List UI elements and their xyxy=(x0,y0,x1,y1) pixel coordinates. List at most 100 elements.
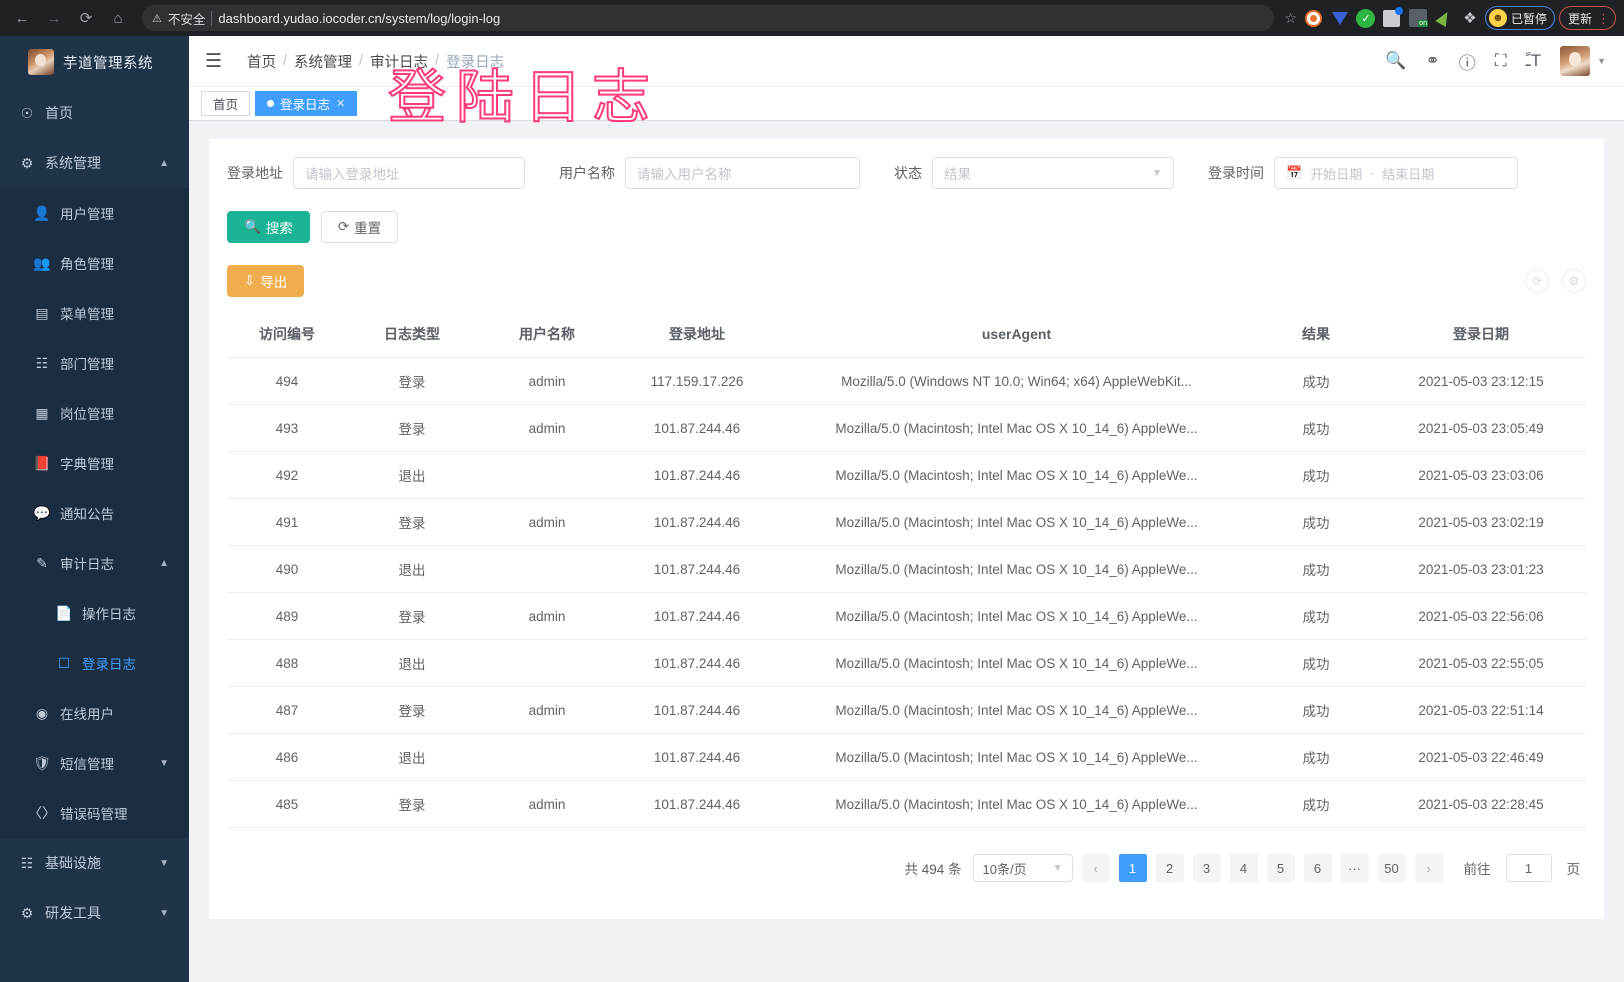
hamburger-icon[interactable]: ☰ xyxy=(205,50,223,72)
sidebar-item-dictionary[interactable]: 📕 字典管理 xyxy=(0,438,189,488)
reload-icon[interactable]: ⟳ xyxy=(79,10,93,27)
forward-arrow-icon[interactable]: → xyxy=(46,9,62,27)
sidebar-item-users[interactable]: 👤 用户管理 xyxy=(0,188,189,238)
sidebar-submenu-audit: 📄 操作日志 ☐ 登录日志 xyxy=(0,588,189,688)
column-header-id[interactable]: 访问编号 xyxy=(227,311,347,358)
search-icon: 🔍 xyxy=(244,219,261,234)
paused-status-chip[interactable]: ☻ 已暂停 xyxy=(1484,6,1555,30)
address-bar[interactable]: ⚠ 不安全 dashboard.yudao.iocoder.cn/system/… xyxy=(142,5,1275,31)
breadcrumb-item-system[interactable]: 系统管理 xyxy=(294,54,353,71)
cell-useragent: Mozilla/5.0 (Macintosh; Intel Mac OS X 1… xyxy=(777,639,1256,687)
next-page-button[interactable]: › xyxy=(1414,854,1443,882)
goto-page-input[interactable]: 1 xyxy=(1505,854,1552,882)
breadcrumb-item-home[interactable]: 首页 xyxy=(247,54,276,71)
login-address-input[interactable]: 请输入登录地址 xyxy=(293,157,525,189)
end-date-input[interactable]: 结束日期 xyxy=(1382,166,1435,182)
bookmark-star-icon[interactable]: ☆ xyxy=(1284,9,1297,26)
help-icon[interactable]: ⓘ xyxy=(1458,53,1476,73)
post-icon: ▦ xyxy=(35,404,49,421)
field-status: 状态 结果 ▼ xyxy=(894,157,1174,189)
username-input[interactable]: 请输入用户名称 xyxy=(625,157,860,189)
column-settings-icon[interactable]: ⚙ xyxy=(1562,269,1586,293)
sidebar-item-dev-tools[interactable]: ⚙ 研发工具 ▼ xyxy=(0,888,189,938)
sidebar-item-infrastructure[interactable]: ☷ 基础设施 ▼ xyxy=(0,838,189,888)
sidebar-item-sms[interactable]: 🛡 短信管理 ▼ xyxy=(0,738,189,788)
tab-login-log[interactable]: 登录日志 ✕ xyxy=(255,91,358,116)
sidebar-item-departments[interactable]: ☷ 部门管理 xyxy=(0,338,189,388)
cell-date: 2021-05-03 23:02:19 xyxy=(1376,498,1586,546)
page-button-5[interactable]: 5 xyxy=(1266,854,1295,882)
prev-page-button[interactable]: ‹ xyxy=(1081,854,1110,882)
sidebar-item-menus[interactable]: ▤ 菜单管理 xyxy=(0,288,189,338)
sidebar-item-system[interactable]: ⚙ 系统管理 ▲ xyxy=(0,138,189,188)
export-button[interactable]: ⇩ 导出 xyxy=(227,265,305,297)
search-icon[interactable]: 🔍 xyxy=(1385,51,1407,70)
table-row[interactable]: 488 退出 101.87.244.46 Mozilla/5.0 (Macint… xyxy=(227,639,1586,687)
sidebar-item-label: 审计日志 xyxy=(60,557,114,572)
sidebar-logo[interactable]: 芋道管理系统 xyxy=(0,36,189,88)
sidebar-item-login-log[interactable]: ☐ 登录日志 xyxy=(0,638,189,688)
extension-icon-4[interactable] xyxy=(1381,6,1404,29)
kebab-menu-icon[interactable]: ⋮ xyxy=(1597,10,1610,26)
page-button-6[interactable]: 6 xyxy=(1303,854,1332,882)
sidebar-item-audit-log[interactable]: ✎ 审计日志 ▲ xyxy=(0,538,189,588)
tab-home[interactable]: 首页 xyxy=(201,91,251,116)
extensions-puzzle-icon[interactable]: ❖ xyxy=(1463,10,1477,27)
sidebar-item-posts[interactable]: ▦ 岗位管理 xyxy=(0,388,189,438)
refresh-icon[interactable]: ⟳ xyxy=(1525,269,1549,293)
extension-icon-5[interactable] xyxy=(1407,7,1429,29)
login-time-daterange[interactable]: 📅 开始日期 - 结束日期 xyxy=(1274,157,1518,189)
page-size-select[interactable]: 10条/页 ▼ xyxy=(972,854,1073,882)
page-button-1[interactable]: 1 xyxy=(1118,854,1147,882)
table-row[interactable]: 489 登录 admin 101.87.244.46 Mozilla/5.0 (… xyxy=(227,592,1586,640)
extension-icon-6[interactable] xyxy=(1433,7,1455,29)
page-button-last[interactable]: 50 xyxy=(1377,854,1406,882)
back-arrow-icon[interactable]: ← xyxy=(14,9,30,27)
page-ellipsis[interactable]: ··· xyxy=(1340,854,1369,882)
table-row[interactable]: 493 登录 admin 101.87.244.46 Mozilla/5.0 (… xyxy=(227,404,1586,452)
table-row[interactable]: 491 登录 admin 101.87.244.46 Mozilla/5.0 (… xyxy=(227,498,1586,546)
search-button[interactable]: 🔍 搜索 xyxy=(227,211,310,243)
column-header-type[interactable]: 日志类型 xyxy=(347,311,477,358)
breadcrumb-item-audit[interactable]: 审计日志 xyxy=(370,54,429,71)
table-row[interactable]: 486 退出 101.87.244.46 Mozilla/5.0 (Macint… xyxy=(227,733,1586,781)
security-label: 不安全 xyxy=(167,12,206,27)
breadcrumb-separator: / xyxy=(283,53,288,69)
page-button-3[interactable]: 3 xyxy=(1192,854,1221,882)
column-header-useragent[interactable]: userAgent xyxy=(777,311,1256,358)
sidebar-item-notices[interactable]: 💬 通知公告 xyxy=(0,488,189,538)
table-row[interactable]: 485 登录 admin 101.87.244.46 Mozilla/5.0 (… xyxy=(227,780,1586,828)
page-button-2[interactable]: 2 xyxy=(1155,854,1184,882)
extension-icon-2[interactable] xyxy=(1329,7,1351,29)
tab-dot-icon xyxy=(267,100,275,107)
sidebar-item-error-codes[interactable]: 〈〉 错误码管理 xyxy=(0,788,189,838)
column-header-user[interactable]: 用户名称 xyxy=(477,311,617,358)
table-row[interactable]: 494 登录 admin 117.159.17.226 Mozilla/5.0 … xyxy=(227,357,1586,405)
table-row[interactable]: 490 退出 101.87.244.46 Mozilla/5.0 (Macint… xyxy=(227,545,1586,593)
home-icon[interactable]: ⌂ xyxy=(113,9,123,27)
update-button[interactable]: 更新 ⋮ xyxy=(1558,6,1616,30)
sidebar-item-home[interactable]: ☉ 首页 xyxy=(0,88,189,138)
extension-icon-1[interactable] xyxy=(1303,7,1325,29)
cell-type: 登录 xyxy=(347,686,477,734)
reset-button[interactable]: ⟳ 重置 xyxy=(320,211,399,243)
column-header-date[interactable]: 登录日期 xyxy=(1376,311,1586,358)
table-row[interactable]: 492 退出 101.87.244.46 Mozilla/5.0 (Macint… xyxy=(227,451,1586,499)
sidebar-item-online-users[interactable]: ◉ 在线用户 xyxy=(0,688,189,738)
font-size-icon[interactable]: ﹱT xyxy=(1525,51,1542,70)
extension-icon-3[interactable]: ✓ xyxy=(1355,7,1377,29)
status-select[interactable]: 结果 ▼ xyxy=(932,157,1174,189)
column-header-result[interactable]: 结果 xyxy=(1256,311,1376,358)
table-row[interactable]: 487 登录 admin 101.87.244.46 Mozilla/5.0 (… xyxy=(227,686,1586,734)
sidebar-item-roles[interactable]: 👥 角色管理 xyxy=(0,238,189,288)
fullscreen-icon[interactable]: ⛶ xyxy=(1494,51,1507,70)
cell-useragent: Mozilla/5.0 (Macintosh; Intel Mac OS X 1… xyxy=(777,780,1256,828)
cell-user: admin xyxy=(477,592,617,640)
avatar-menu[interactable]: ▼ xyxy=(1560,46,1606,76)
github-icon[interactable]: ⚭ xyxy=(1425,51,1440,70)
start-date-input[interactable]: 开始日期 xyxy=(1310,166,1363,182)
column-header-address[interactable]: 登录地址 xyxy=(617,311,777,358)
page-button-4[interactable]: 4 xyxy=(1229,854,1258,882)
close-icon[interactable]: ✕ xyxy=(336,98,346,110)
sidebar-item-operation-log[interactable]: 📄 操作日志 xyxy=(0,588,189,638)
